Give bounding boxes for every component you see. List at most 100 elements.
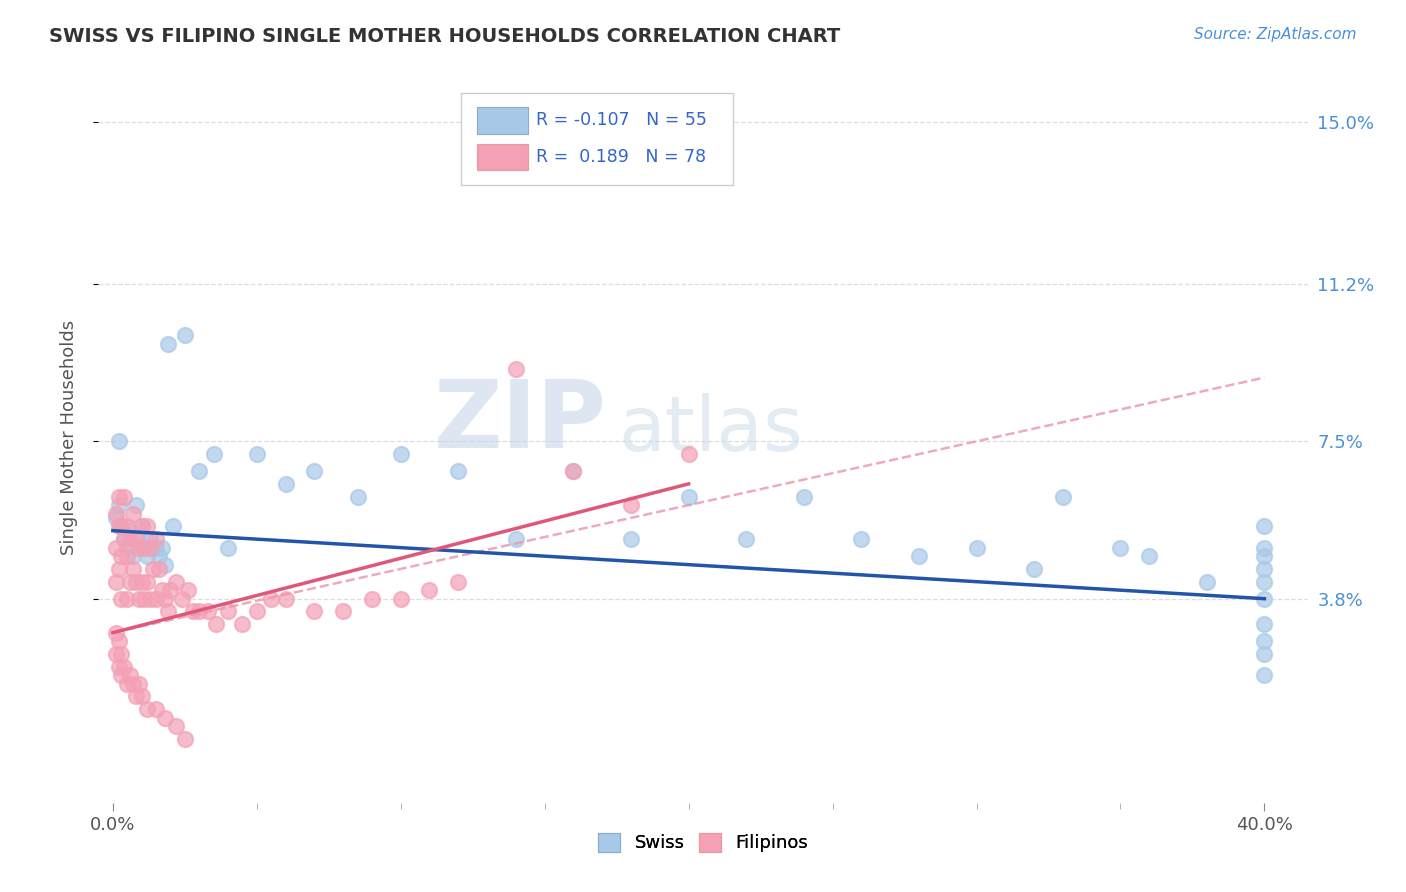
Point [104,511,127,525]
Point [122,507,145,521]
Point [122,549,145,563]
Point [153,591,176,606]
Point [1253,549,1275,563]
Point [505,532,527,546]
Point [134,591,156,606]
Point [150,583,173,598]
Point [447,574,470,589]
Point [115,541,138,555]
Point [110,591,132,606]
Point [142,541,165,555]
Text: R = -0.107   N = 55: R = -0.107 N = 55 [536,112,707,129]
Legend: Swiss, Filipinos: Swiss, Filipinos [591,826,815,860]
Point [120,668,142,682]
Point [851,532,873,546]
Point [110,519,132,533]
Point [136,574,159,589]
Point [231,617,253,632]
Point [217,541,239,555]
Point [260,591,283,606]
Point [139,591,162,606]
Point [1253,574,1275,589]
Point [120,532,142,546]
Point [678,490,700,504]
Point [1253,562,1275,576]
Point [620,532,643,546]
Point [246,447,269,461]
Point [165,574,187,589]
Point [246,604,269,618]
Point [112,532,135,546]
Point [735,532,758,546]
Point [170,591,193,606]
FancyBboxPatch shape [477,107,527,134]
Point [908,549,931,563]
Point [148,562,170,576]
Point [304,464,326,478]
Text: atlas: atlas [619,392,803,467]
Text: R =  0.189   N = 78: R = 0.189 N = 78 [536,148,706,166]
Point [115,677,138,691]
Point [153,711,176,725]
Point [145,591,167,606]
Point [142,562,165,576]
Point [1137,549,1160,563]
Point [1195,574,1218,589]
Point [112,490,135,504]
Point [202,447,225,461]
Point [104,541,127,555]
Point [188,604,211,618]
Point [197,604,219,618]
Point [128,532,150,546]
Point [389,447,412,461]
Point [1253,591,1275,606]
Point [107,562,129,576]
FancyBboxPatch shape [461,94,734,185]
Point [107,498,129,512]
Point [1253,668,1275,682]
Point [128,541,150,555]
Point [107,519,129,533]
Point [176,583,198,598]
Point [1253,541,1275,555]
Point [188,464,211,478]
Point [120,574,142,589]
Point [125,532,148,546]
Point [122,562,145,576]
Point [107,434,129,449]
Point [136,702,159,716]
Point [274,476,297,491]
Point [1253,519,1275,533]
Point [159,583,181,598]
Point [1052,490,1074,504]
Point [145,541,167,555]
Point [620,498,643,512]
Point [125,498,148,512]
Point [120,524,142,538]
Point [115,549,138,563]
Point [115,519,138,533]
Point [346,490,368,504]
Point [139,532,162,546]
Point [183,604,205,618]
Point [104,625,127,640]
Point [205,617,228,632]
Point [145,532,167,546]
Point [131,574,153,589]
Point [122,677,145,691]
Point [156,604,179,618]
Text: Source: ZipAtlas.com: Source: ZipAtlas.com [1194,27,1357,42]
Point [173,731,195,746]
Point [139,541,162,555]
Point [1253,617,1275,632]
Point [125,690,148,704]
Point [110,668,132,682]
Point [112,659,135,673]
Point [104,507,127,521]
Point [966,541,988,555]
Point [165,719,187,733]
Point [447,464,470,478]
Point [148,549,170,563]
Point [150,541,173,555]
Point [107,659,129,673]
